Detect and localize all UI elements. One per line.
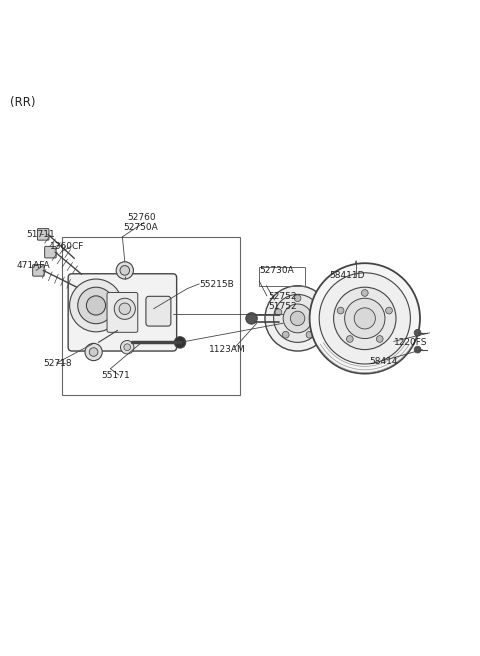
Text: 52730A: 52730A [259,266,294,275]
Circle shape [274,295,322,342]
Circle shape [85,343,102,361]
Circle shape [294,295,301,302]
Text: 58411D: 58411D [329,271,364,279]
Bar [62,237,240,395]
Circle shape [414,346,421,353]
Text: 1123AM: 1123AM [209,345,246,354]
Text: 52760: 52760 [127,213,156,222]
Circle shape [124,344,131,350]
Circle shape [120,266,130,276]
Circle shape [347,336,353,342]
Circle shape [354,308,375,329]
Text: 1360CF: 1360CF [50,242,85,251]
FancyBboxPatch shape [146,297,171,326]
Circle shape [246,313,257,324]
Circle shape [174,337,186,348]
Circle shape [265,286,330,351]
FancyBboxPatch shape [68,274,177,351]
Circle shape [414,329,421,336]
Circle shape [313,309,320,316]
Circle shape [385,307,392,314]
Circle shape [70,279,122,332]
Circle shape [119,303,131,315]
Circle shape [337,307,344,314]
Text: 52750A: 52750A [123,222,158,232]
Circle shape [283,304,312,333]
Circle shape [86,296,106,315]
Text: 58414: 58414 [370,357,398,366]
Circle shape [116,262,133,279]
Bar [259,266,305,286]
Circle shape [120,340,134,354]
Circle shape [282,331,289,338]
Circle shape [114,298,135,319]
Circle shape [376,336,383,342]
Circle shape [306,331,313,338]
Circle shape [290,311,305,325]
Circle shape [275,309,282,316]
FancyBboxPatch shape [45,247,56,258]
Circle shape [345,298,385,338]
FancyBboxPatch shape [107,293,138,333]
Circle shape [319,273,410,364]
Text: 52718: 52718 [43,359,72,369]
Text: 52752: 52752 [268,293,296,301]
FancyBboxPatch shape [33,264,44,276]
Circle shape [361,289,368,297]
Text: (RR): (RR) [10,96,35,109]
Circle shape [89,348,98,356]
Text: 471AFA: 471AFA [17,261,50,270]
Text: 1220FS: 1220FS [394,338,427,347]
Circle shape [78,287,114,323]
Text: 55171: 55171 [101,371,130,380]
Text: 51711: 51711 [26,230,55,239]
Circle shape [310,263,420,374]
Text: 55215B: 55215B [199,280,234,289]
FancyBboxPatch shape [37,229,49,240]
Circle shape [334,287,396,350]
Text: 51752: 51752 [268,302,297,311]
